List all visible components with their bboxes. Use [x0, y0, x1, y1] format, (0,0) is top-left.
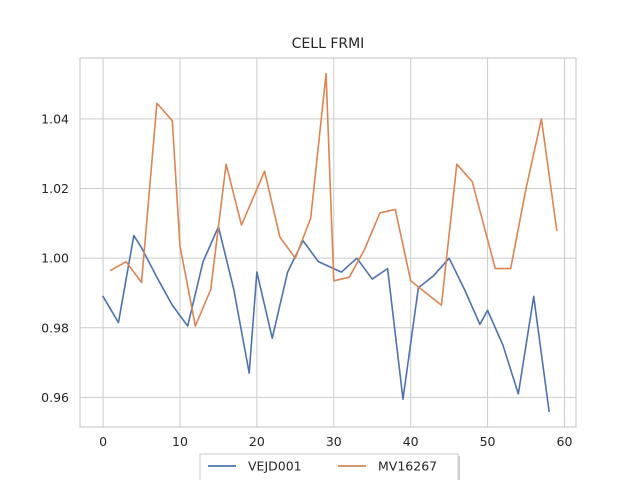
x-tick-label: 60	[557, 434, 573, 449]
y-axis-ticks: 0.96 0.98 1.00 1.02 1.04	[41, 111, 69, 404]
x-tick-label: 50	[480, 434, 496, 449]
x-tick-label: 0	[99, 434, 107, 449]
y-tick-label: 1.04	[41, 111, 69, 126]
x-tick-label: 40	[403, 434, 419, 449]
legend-label-vejd001: VEJD001	[248, 459, 302, 474]
x-tick-label: 10	[172, 434, 188, 449]
series-line-vejd001	[102, 226, 550, 413]
series-lines	[102, 72, 558, 413]
legend-box	[199, 453, 459, 480]
x-tick-label: 20	[249, 434, 265, 449]
x-tick-label: 30	[326, 434, 342, 449]
y-tick-label: 1.02	[41, 181, 69, 196]
y-tick-label: 0.98	[41, 320, 69, 335]
chart-title: CELL FRMI	[292, 36, 365, 52]
y-tick-label: 1.00	[41, 251, 69, 266]
legend: VEJD001 MV16267	[199, 453, 460, 480]
x-axis-ticks: 0 10 20 30 40 50 60	[99, 434, 572, 449]
y-tick-label: 0.96	[41, 390, 69, 405]
series-line-mv16267	[109, 72, 558, 327]
legend-label-mv16267: MV16267	[378, 459, 437, 474]
